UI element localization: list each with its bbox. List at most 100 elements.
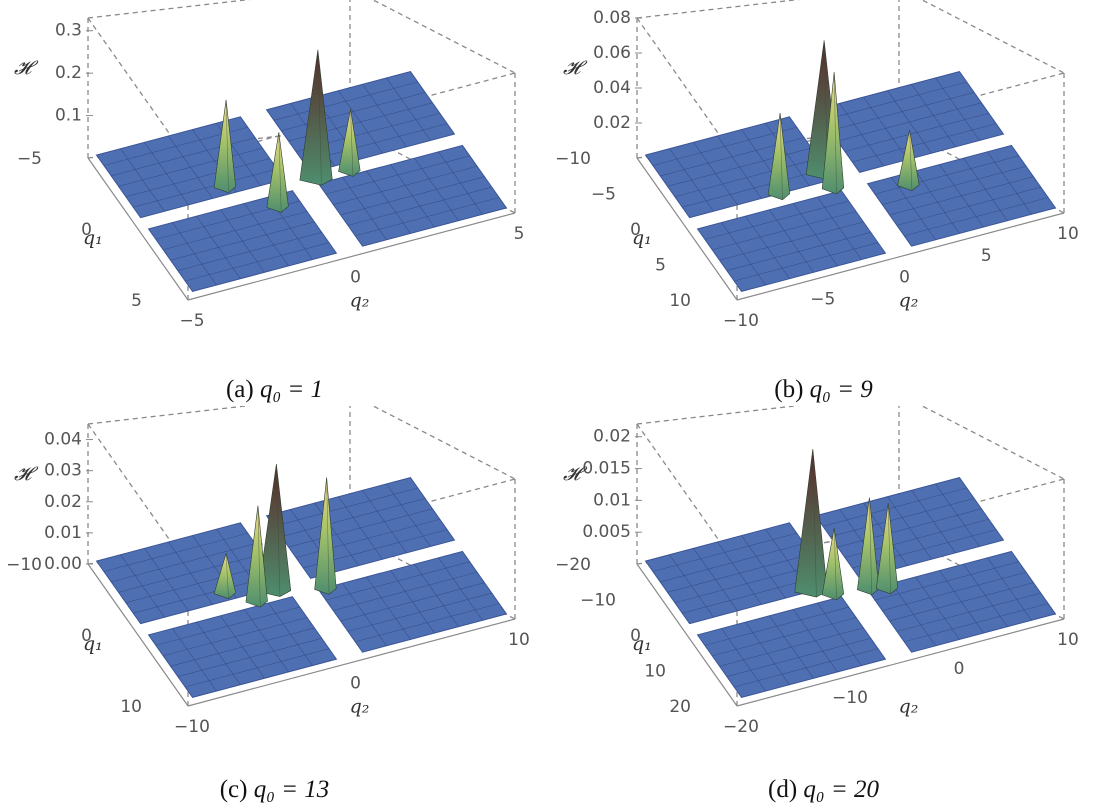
peak xyxy=(213,552,237,600)
box-edge xyxy=(371,406,516,480)
y-axis-label: q₁ xyxy=(632,227,652,249)
peak-ridge xyxy=(317,49,322,186)
peak xyxy=(897,130,920,191)
z-axis-label: 𝓗 xyxy=(14,57,39,79)
mesh-line xyxy=(874,155,1019,195)
peak-ridge xyxy=(887,503,891,594)
z-tick-label: 0.04 xyxy=(44,430,82,450)
y-axis-label: q₁ xyxy=(83,227,103,249)
peak-ridge xyxy=(278,132,282,213)
axis-line-q1 xyxy=(636,563,738,707)
peak xyxy=(821,528,845,601)
x-tick-label: −5 xyxy=(810,289,835,309)
axis-line-q1 xyxy=(87,157,189,301)
peak xyxy=(258,464,292,597)
mesh-line xyxy=(822,81,967,121)
x-tick-label: −20 xyxy=(723,717,759,737)
x-tick-label: 5 xyxy=(981,246,992,266)
caption-b: (b) q₀ = 9 xyxy=(549,376,1098,404)
mesh-line xyxy=(103,532,248,572)
peak-ridge xyxy=(257,505,261,608)
x-tick-label: −5 xyxy=(179,311,204,331)
peak-ridge xyxy=(812,449,817,598)
box-edge xyxy=(636,0,800,19)
peak-ridge xyxy=(225,553,229,599)
x-axis-label: q₂ xyxy=(899,290,919,312)
x-tick-label: −10 xyxy=(174,717,210,737)
y-tick-label: −10 xyxy=(555,149,591,169)
z-tick-label: 0.02 xyxy=(593,427,631,447)
x-tick-label: −10 xyxy=(832,688,868,708)
x-tick-label: −10 xyxy=(723,311,759,331)
axis-line-q2 xyxy=(187,618,516,707)
mesh-line xyxy=(325,155,470,195)
z-axis-label: 𝓗 xyxy=(14,463,39,485)
axis-line-q1 xyxy=(636,157,738,301)
z-tick-label: 0.3 xyxy=(55,21,82,41)
z-tick-label: 0.005 xyxy=(582,522,631,542)
y-tick-label: −20 xyxy=(555,555,591,575)
peak xyxy=(338,108,361,177)
caption-a-label: (a) xyxy=(225,376,254,403)
x-tick-label: 0 xyxy=(899,268,910,288)
y-tick-label: −5 xyxy=(591,185,616,205)
x-tick-label: 10 xyxy=(1057,630,1079,650)
y-axis-label: q₁ xyxy=(83,633,103,655)
y-tick-label: 20 xyxy=(669,697,691,717)
axis-line-q2 xyxy=(736,212,1065,301)
axis-line-q2 xyxy=(736,618,1065,707)
caption-c-label: (c) xyxy=(219,776,248,803)
panel-a: 0.1 0.2 0.3 𝓗 −5 0 5 q₁ −5 0 5 q₂ xyxy=(0,0,549,406)
peak xyxy=(266,132,289,213)
z-tick-label: 0.1 xyxy=(55,106,82,126)
box-edge xyxy=(87,0,251,19)
y-tick-label: 10 xyxy=(669,291,691,311)
box-edge xyxy=(371,0,516,74)
x-tick-label: 5 xyxy=(514,224,525,244)
peak-ridge xyxy=(779,113,783,200)
mesh-line xyxy=(652,532,797,572)
panel-d: 0.005 0.01 0.015 0.02 𝓗 −20 −10 0 10 20 q₁ −20 −10 0 1… xyxy=(549,406,1098,812)
plot-group: 0.00 0.01 0.02 0.03 0.04𝓗 −10 0 10 q₁ −10 0 10 q₂ xyxy=(6,406,530,737)
z-tick-label: 0.015 xyxy=(582,459,631,479)
z-tick-label: 0.08 xyxy=(593,8,631,28)
caption-d-math: q₀ = 20 xyxy=(803,776,879,803)
x-axis-label: q₂ xyxy=(899,696,919,718)
peak-ridge xyxy=(833,528,837,600)
peak-ridge xyxy=(833,72,837,194)
y-axis-label: q₁ xyxy=(632,633,652,655)
peak-ridge xyxy=(909,130,913,191)
caption-d: (d) q₀ = 20 xyxy=(549,776,1098,804)
box-edge xyxy=(920,0,1065,74)
z-tick-label: 0.01 xyxy=(593,490,631,510)
box-edge xyxy=(920,406,1065,480)
mesh-line xyxy=(704,606,849,646)
z-tick-label: 0.04 xyxy=(593,78,631,98)
axis-line-q1 xyxy=(87,563,189,707)
z-tick-label: 0.00 xyxy=(44,554,82,574)
z-tick-label: 0.03 xyxy=(44,461,82,481)
x-tick-label: 0 xyxy=(350,268,361,288)
caption-b-math: q₀ = 9 xyxy=(809,376,873,403)
y-tick-label: 5 xyxy=(131,291,142,311)
surface-plot-d: 0.0050.010.0150.02𝓗−20−1001020q₁−20−1001… xyxy=(555,406,1079,737)
x-axis-label: q₂ xyxy=(350,290,370,312)
caption-d-label: (d) xyxy=(768,776,798,803)
x-tick-label: 10 xyxy=(1057,224,1079,244)
y-tick-label: 10 xyxy=(644,662,666,682)
x-axis-label: q₂ xyxy=(350,696,370,718)
panel-c: 0.00 0.01 0.02 0.03 0.04 𝓗 −10 0 10 q₁ −10 0 10 q₂ xyxy=(0,406,549,812)
x-tick-label: 0 xyxy=(350,674,361,694)
x-tick-label: 0 xyxy=(954,659,965,679)
y-tick-label: −10 xyxy=(6,555,42,575)
y-tick-label: −5 xyxy=(17,149,42,169)
peak xyxy=(213,99,237,194)
mesh-line xyxy=(704,200,849,240)
y-tick-label: 5 xyxy=(655,256,666,276)
box-edge xyxy=(636,406,800,425)
peak-ridge xyxy=(869,497,873,595)
peak xyxy=(299,49,333,186)
plot-group: 0.1 0.2 0.3 𝓗 −5 0 5 q₁ −5 0 5 q₂ xyxy=(14,0,524,331)
peak xyxy=(875,503,899,595)
